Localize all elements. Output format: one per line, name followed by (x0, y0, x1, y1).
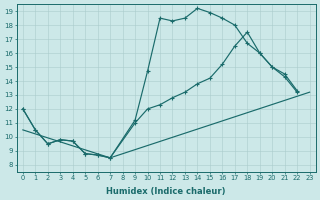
X-axis label: Humidex (Indice chaleur): Humidex (Indice chaleur) (107, 187, 226, 196)
